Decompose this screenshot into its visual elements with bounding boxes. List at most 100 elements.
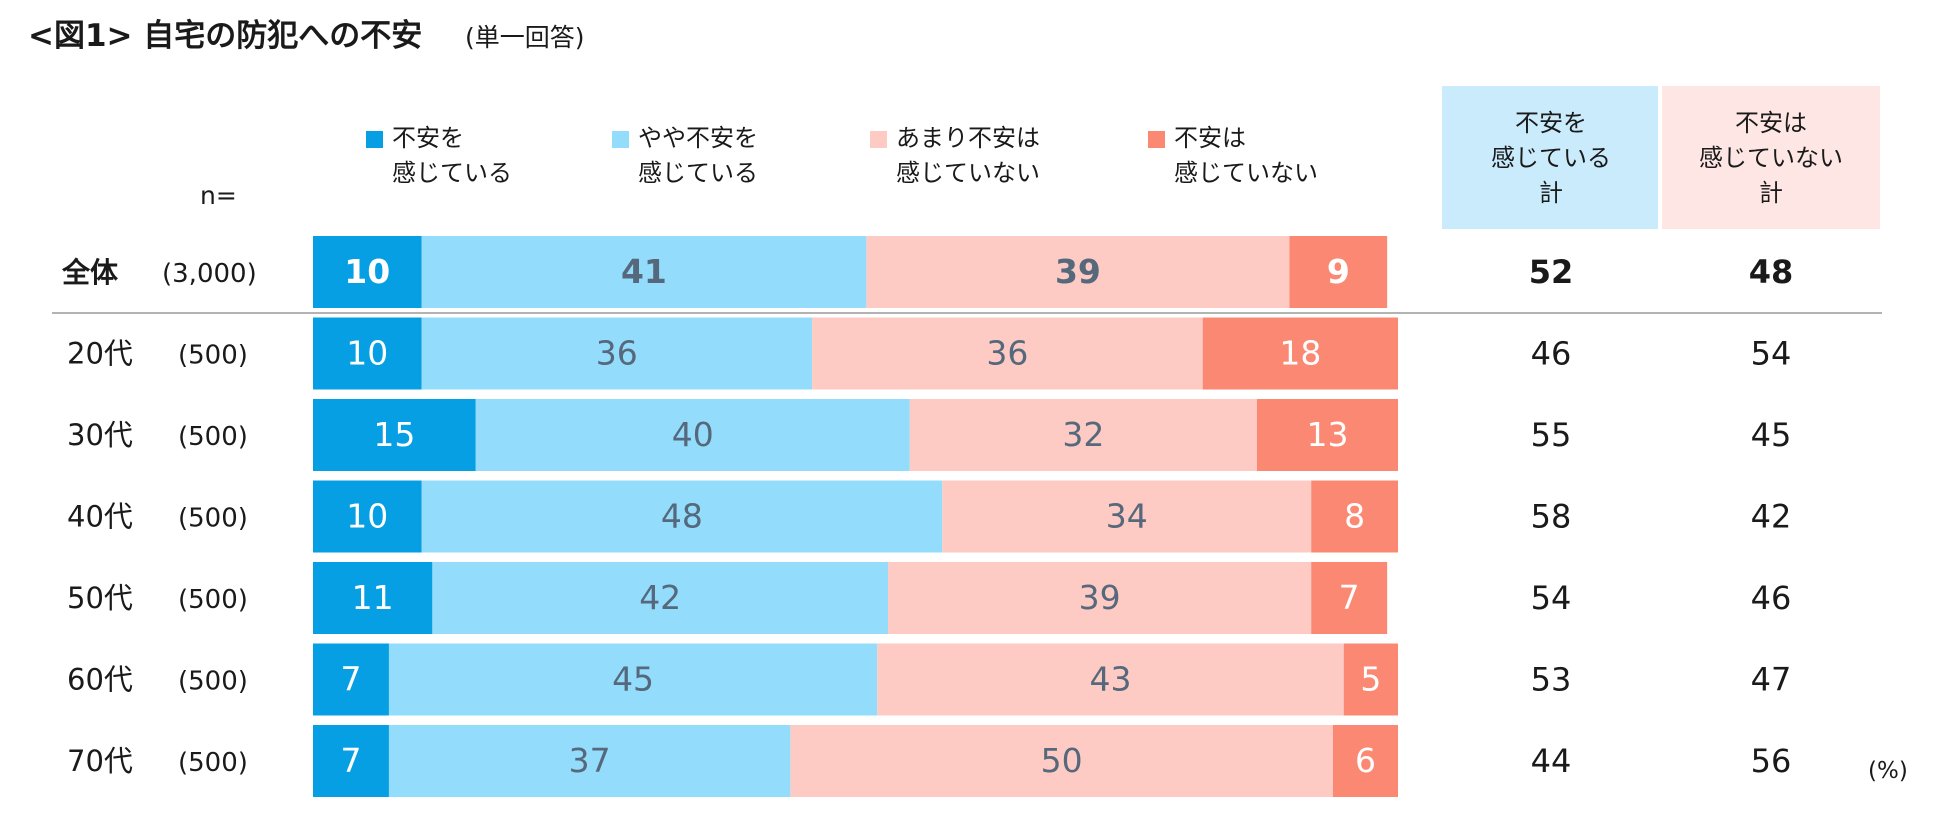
bar-segment: [313, 643, 389, 716]
data-label: 39: [1079, 578, 1121, 617]
n-value: (500): [178, 667, 248, 697]
unit-label: (%): [1868, 758, 1908, 784]
bar-segment: [942, 480, 1312, 553]
category-label: 70代: [67, 744, 133, 778]
bar-segment: [421, 480, 943, 553]
total-value: 55: [1531, 416, 1572, 454]
bar-segment: [1343, 643, 1398, 716]
data-label: 40: [672, 415, 714, 454]
bar-segment: [421, 317, 813, 390]
bar-segment: [313, 562, 433, 634]
data-label: 41: [621, 252, 667, 291]
bar-segment: [313, 399, 476, 471]
total-value: 54: [1751, 335, 1792, 373]
category-label: 全体: [61, 256, 119, 289]
bar-segment: [388, 643, 878, 716]
data-label: 50: [1041, 741, 1083, 780]
category-label: 30代: [67, 418, 133, 452]
bar-segment: [790, 725, 1333, 797]
data-label: 32: [1062, 415, 1104, 454]
legend-label: 感じている: [392, 159, 512, 187]
total-value: 44: [1531, 742, 1572, 780]
data-label: 48: [661, 497, 703, 536]
chart-row: 20代 (500) 10 36 36 18 46 54: [67, 317, 1792, 390]
data-label: 10: [344, 252, 390, 291]
legend-label: 感じていない: [1174, 159, 1318, 187]
total-value: 54: [1531, 579, 1572, 617]
data-label: 39: [1055, 252, 1101, 291]
data-label: 45: [612, 660, 654, 699]
data-label: 6: [1355, 741, 1376, 780]
data-label: 8: [1344, 497, 1365, 536]
data-label: 42: [639, 578, 681, 617]
bar-segment: [1332, 725, 1398, 797]
total-value: 42: [1751, 498, 1792, 536]
chart-title-note: (単一回答): [465, 23, 585, 52]
total-header-bg: [1662, 86, 1880, 229]
data-label: 7: [1339, 578, 1360, 617]
total-value: 53: [1531, 661, 1572, 699]
n-value: (500): [178, 341, 248, 371]
data-label: 36: [596, 334, 638, 373]
bar-segment: [432, 562, 889, 634]
bar-segment: [475, 399, 910, 471]
legend-label: やや不安を: [638, 124, 758, 152]
chart-row: 50代 (500) 11 42 39 7 54 46: [67, 562, 1791, 634]
total-value: 46: [1751, 579, 1792, 617]
data-label: 10: [346, 334, 388, 373]
n-value: (500): [178, 422, 248, 452]
total-value: 56: [1751, 742, 1792, 780]
legend-swatch: [366, 131, 383, 148]
legend-label: 感じている: [638, 159, 758, 187]
chart-row: 30代 (500) 15 40 32 13 55 45: [67, 399, 1791, 471]
bar-segment: [812, 317, 1203, 390]
total-value: 46: [1531, 335, 1572, 373]
n-value: (500): [178, 748, 248, 778]
bar-segment: [1289, 236, 1388, 308]
bar-segment: [888, 562, 1312, 634]
data-label: 36: [986, 334, 1028, 373]
category-label: 50代: [67, 581, 133, 615]
data-label: 34: [1106, 497, 1148, 536]
chart-row: 70代 (500) 7 37 50 6 44 56: [67, 725, 1791, 797]
data-label: 10: [346, 497, 388, 536]
bar-segment: [909, 399, 1257, 471]
total-header-bg: [1442, 86, 1658, 229]
total-header-label: 計: [1539, 179, 1563, 207]
bar-segment: [313, 317, 422, 390]
bar-segment: [313, 480, 422, 553]
legend-swatch: [870, 131, 887, 148]
total-value: 52: [1529, 253, 1574, 291]
data-label: 37: [569, 741, 611, 780]
total-value: 48: [1749, 253, 1794, 291]
bar-segment: [313, 725, 389, 797]
n-value: (500): [178, 585, 248, 615]
category-label: 20代: [67, 337, 133, 371]
n-value: (500): [178, 504, 248, 534]
n-label: n=: [200, 181, 237, 210]
data-label: 9: [1327, 252, 1350, 291]
n-value: (3,000): [162, 259, 257, 289]
bar-segment: [1311, 480, 1398, 553]
bar-segment: [1202, 317, 1398, 390]
legend-label: 不安は: [1174, 124, 1246, 152]
bar-segment: [1256, 399, 1398, 471]
legend-swatch: [612, 131, 629, 148]
legend-swatch: [1148, 131, 1165, 148]
bar-segment: [313, 236, 422, 308]
total-header-label: 計: [1759, 179, 1783, 207]
chart-row: 全体 (3,000) 10 41 39 9 52 48: [61, 236, 1793, 308]
legend-label: 感じていない: [896, 159, 1040, 187]
category-label: 40代: [67, 500, 133, 534]
chart-row: 40代 (500) 10 48 34 8 58 42: [67, 480, 1792, 553]
total-header-label: 不安を: [1515, 109, 1587, 137]
data-label: 7: [340, 660, 361, 699]
total-value: 45: [1751, 416, 1792, 454]
